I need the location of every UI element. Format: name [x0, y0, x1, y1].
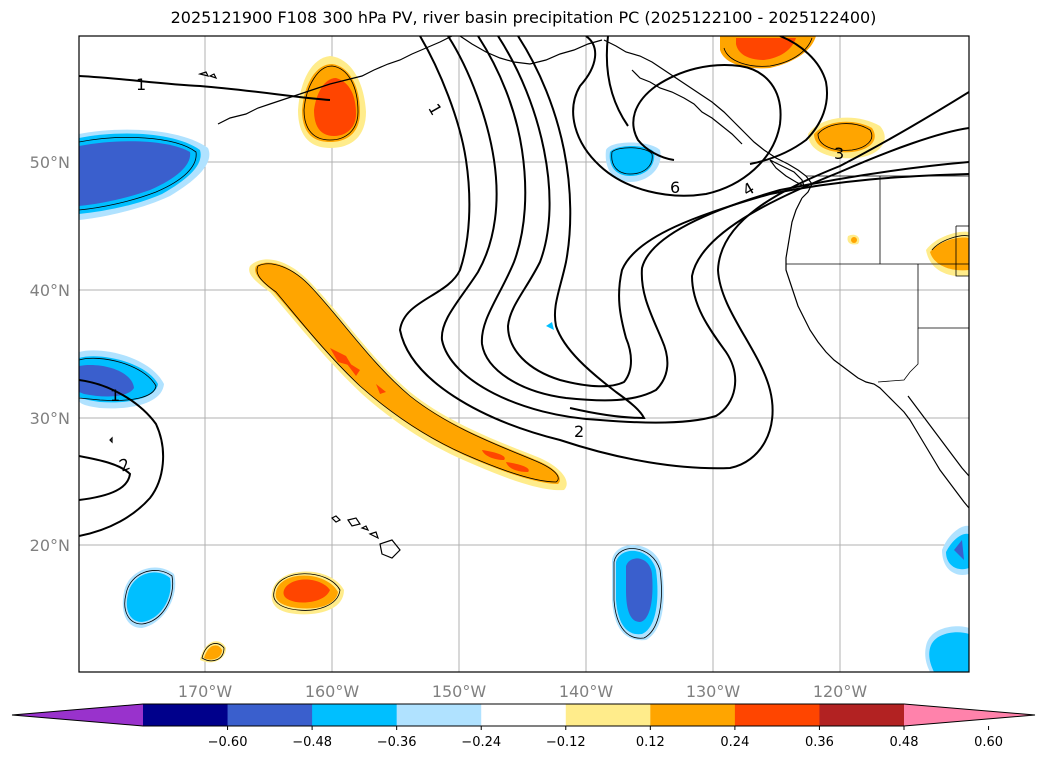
lon-label-120w: 120°W: [813, 682, 868, 701]
colorbar-outline: [11, 703, 1036, 727]
pv-contour-main-4: [497, 36, 969, 388]
pv-contour-3: [749, 36, 828, 165]
lon-label-160w: 160°W: [305, 682, 360, 701]
pv-contour-1-north: [79, 75, 331, 101]
lon-label-130w: 130°W: [686, 682, 741, 701]
longitude-labels: 170°W 160°W 150°W 140°W 130°W 120°W: [178, 682, 868, 701]
map-title: 2025121900 F108 300 hPa PV, river basin …: [170, 8, 877, 27]
lat-label-50n: 50°N: [30, 153, 70, 172]
colorbar-tick-label: 0.12: [636, 735, 665, 750]
pv-label-1-north: 1: [136, 75, 146, 94]
colorbar-tick-label: −0.24: [461, 735, 501, 750]
map-plot-area: 1 1 1 2 2 3 4 6: [79, 36, 969, 672]
baja-gulf: [907, 395, 969, 477]
pv-contour-6-outer: [605, 36, 629, 127]
lon-label-150w: 150°W: [432, 682, 487, 701]
colorbar-tick-label: 0.24: [720, 735, 749, 750]
pv-label-1-west: 1: [110, 386, 120, 405]
pv-label-6: 6: [670, 178, 680, 197]
pv-contour-main-2: [440, 36, 969, 424]
colorbar-tick-label: −0.48: [292, 735, 332, 750]
anomaly-outlines: [79, 37, 969, 662]
pv-contours: [79, 36, 969, 537]
pv-contour-main-1: [398, 36, 969, 470]
colorbar-bin: [734, 704, 820, 726]
pv-contour-2-west: [79, 455, 132, 501]
lat-label-30n: 30°N: [30, 409, 70, 428]
colorbar-bin: [819, 704, 905, 726]
pv-contour-1-west: [79, 379, 165, 537]
colorbar-bin: [312, 704, 398, 726]
colorbar-tick-label: −0.60: [208, 735, 248, 750]
borders: [786, 175, 969, 383]
pv-label-3: 3: [834, 144, 844, 163]
colorbar-tick-label: −0.36: [377, 735, 417, 750]
lon-label-170w: 170°W: [178, 682, 233, 701]
aleutian-islands: [217, 36, 453, 125]
lat-label-40n: 40°N: [30, 281, 70, 300]
lon-label-140w: 140°W: [559, 682, 614, 701]
plot-frame: [78, 35, 970, 673]
precip-shading: [79, 36, 969, 672]
colorbar-tick-label: 0.60: [974, 735, 1003, 750]
pv-label-2-center: 2: [574, 422, 584, 441]
lat-label-20n: 20°N: [30, 536, 70, 555]
pv-contour-6: [572, 36, 782, 197]
west-coast-na: [785, 197, 969, 509]
latitude-labels: 50°N 40°N 30°N 20°N: [30, 153, 70, 555]
colorbar-extend-max: [904, 704, 1035, 726]
colorbar-bin: [396, 704, 482, 726]
colorbar-extend-min: [12, 704, 143, 726]
colorbar-bin: [481, 704, 567, 726]
colorbar-tick-label: 0.36: [805, 735, 834, 750]
colorbar-tick-label: 0.48: [890, 735, 919, 750]
colorbar-bin: [143, 704, 229, 726]
colorbar: −0.60 −0.48 −0.36 −0.24 −0.12 0.12 0.24 0.36 0.4…: [11, 703, 1036, 750]
colorbar-bin: [650, 704, 736, 726]
colorbar-bin: [565, 704, 651, 726]
hawaiian-islands: [330, 515, 401, 559]
coastlines: [109, 36, 969, 559]
colorbar-tick-label: −0.12: [546, 735, 586, 750]
pv-contour-main-5: [517, 36, 646, 420]
colorbar-bin: [227, 704, 313, 726]
